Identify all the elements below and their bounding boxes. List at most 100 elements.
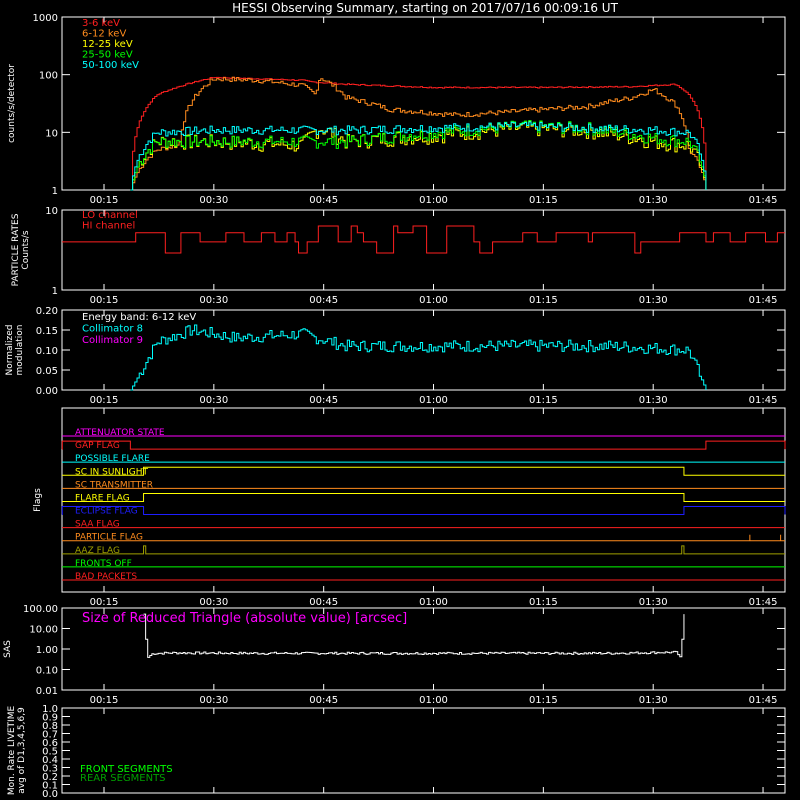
x-tick-label: 00:15 (90, 195, 119, 206)
y-tick-label: 1.0 (42, 704, 58, 715)
x-tick-label: 01:00 (419, 295, 448, 306)
flag-label: SAA FLAG (75, 520, 120, 530)
legend-entry: 50-100 keV (82, 60, 139, 71)
x-tick-label: 01:30 (639, 597, 668, 608)
flag-label: BAD PACKETS (75, 572, 137, 582)
flag-label: PARTICLE FLAG (75, 533, 143, 543)
livetime-frame (61, 707, 786, 794)
y-tick-label: 0.15 (36, 326, 58, 337)
x-tick-label: 01:15 (529, 295, 558, 306)
y-tick-label: 0.1 (42, 781, 58, 792)
x-tick-label: 01:00 (419, 597, 448, 608)
x-tick-label: 01:00 (419, 395, 448, 406)
legend-entry: Collimator 8 (82, 324, 143, 335)
y-axis-label: PARTICLE RATESCounts/s (11, 213, 31, 286)
x-tick-label: 01:00 (419, 195, 448, 206)
count-rate-series (130, 121, 707, 191)
legend-entry: 6-12 keV (82, 29, 126, 40)
flag-label: ATTENUATOR STATE (75, 428, 165, 438)
flag-label: SC TRANSMITTER (75, 480, 153, 490)
y-axis-label: Mon. Rate LIVETIMEavg of D1,3,4,5,6,9 (7, 706, 27, 796)
flag-label: GAP FLAG (75, 441, 120, 451)
y-tick-label: 1 (52, 186, 58, 197)
x-tick-label: 00:15 (90, 695, 119, 706)
flag-label: POSSIBLE FLARE (75, 454, 150, 464)
legend-entry: LO channel (82, 210, 138, 221)
y-tick-label: 0.2 (42, 772, 58, 783)
x-tick-label: 00:30 (199, 695, 228, 706)
livetime-panel: 0.00.10.20.30.40.50.60.70.80.91.0 Mon. Ra… (7, 704, 786, 800)
x-tick-label: 01:45 (749, 295, 778, 306)
flag-label: FRONTS OFF (75, 559, 132, 569)
y-tick-label: 10 (45, 206, 58, 217)
y-tick-label: 1 (52, 286, 58, 297)
x-tick-label: 00:45 (309, 695, 338, 706)
y-tick-label: 0.8 (42, 721, 58, 732)
x-tick-label: 00:30 (199, 395, 228, 406)
y-tick-label: 0.05 (36, 366, 58, 377)
x-tick-label: 01:00 (419, 695, 448, 706)
sas-series (143, 613, 685, 658)
x-tick-label: 00:15 (90, 597, 119, 608)
legend-entry: Energy band: 6-12 keV (82, 312, 196, 323)
x-tick-label: 01:30 (639, 295, 668, 306)
x-tick-label: 00:15 (90, 295, 119, 306)
y-axis-label: Normalizedmodulation (5, 324, 25, 375)
y-tick-label: 0.00 (36, 386, 58, 397)
x-tick-label: 01:15 (529, 395, 558, 406)
flag-line (62, 545, 785, 555)
y-tick-label: 1.00 (36, 645, 58, 656)
sas-annotation: Size of Reduced Triangle (absolute value… (82, 611, 407, 626)
legend-entry: 12-25 keV (82, 39, 133, 50)
x-tick-label: 00:15 (90, 395, 119, 406)
y-tick-label: 0.20 (36, 306, 58, 317)
flags-panel: 00:15 00:30 00:45 01:00 01:15 01:30 01:45 Flags… (33, 407, 786, 608)
x-tick-label: 00:30 (199, 295, 228, 306)
chart-title: HESSI Observing Summary, starting on 201… (232, 1, 618, 15)
x-tick-label: 00:30 (199, 597, 228, 608)
legend-entry: 3-6 keV (82, 18, 120, 29)
hi-channel-series (62, 225, 785, 254)
y-tick-label: 10 (45, 128, 58, 139)
flag-line (61, 440, 786, 450)
x-tick-label: 01:30 (639, 695, 668, 706)
y-tick-label: 0.7 (42, 730, 58, 741)
y-tick-label: 1000 (33, 13, 58, 24)
y-tick-label: 0.01 (36, 686, 58, 697)
x-tick-label: 01:45 (749, 195, 778, 206)
x-tick-label: 01:30 (639, 395, 668, 406)
x-tick-label: 01:30 (639, 195, 668, 206)
x-tick-label: 00:30 (199, 195, 228, 206)
particle_rates-panel: 00:15 00:30 00:45 01:00 01:15 01:30 01:45 1 10 PA… (11, 206, 786, 306)
particle_rates-frame (61, 209, 786, 291)
y-tick-label: 10.00 (29, 625, 58, 636)
legend-entry: Collimator 9 (82, 335, 143, 346)
livetime-legend-entry: REAR SEGMENTS (80, 773, 166, 784)
legend-entry: HI channel (82, 221, 135, 232)
flag-line (62, 492, 785, 502)
count-rate-series (130, 76, 707, 191)
flag-label: SC IN SUNLIGHT (75, 467, 149, 477)
legend-entry: 25-50 keV (82, 50, 133, 61)
flag-line (61, 506, 786, 516)
x-tick-label: 00:45 (309, 195, 338, 206)
modulation-panel: 00:15 00:30 00:45 01:00 01:15 01:30 01:45 0.00 0… (5, 306, 786, 406)
sas-panel: 00:15 00:30 00:45 01:00 01:15 01:30 01:45 0.01 0… (3, 604, 786, 706)
collimator-8-series (130, 324, 707, 391)
x-tick-label: 01:15 (529, 695, 558, 706)
x-tick-label: 00:45 (309, 295, 338, 306)
livetime-legend-entry: FRONT SEGMENTS (80, 764, 173, 775)
flags-frame (61, 407, 786, 593)
y-tick-label: 0.10 (36, 666, 58, 677)
count_rates-frame (61, 16, 786, 191)
x-tick-label: 00:45 (309, 597, 338, 608)
count-rate-series (130, 76, 707, 191)
x-tick-label: 00:45 (309, 395, 338, 406)
flag-label: ECLIPSE FLAG (75, 507, 138, 517)
y-tick-label: 100.00 (23, 604, 58, 615)
panels: 00:15 00:30 00:45 01:00 01:15 01:30 01:4511010… (3, 13, 786, 800)
y-axis-label: SAS (3, 640, 13, 658)
x-tick-label: 01:15 (529, 597, 558, 608)
y-tick-label: 0.5 (42, 747, 58, 758)
